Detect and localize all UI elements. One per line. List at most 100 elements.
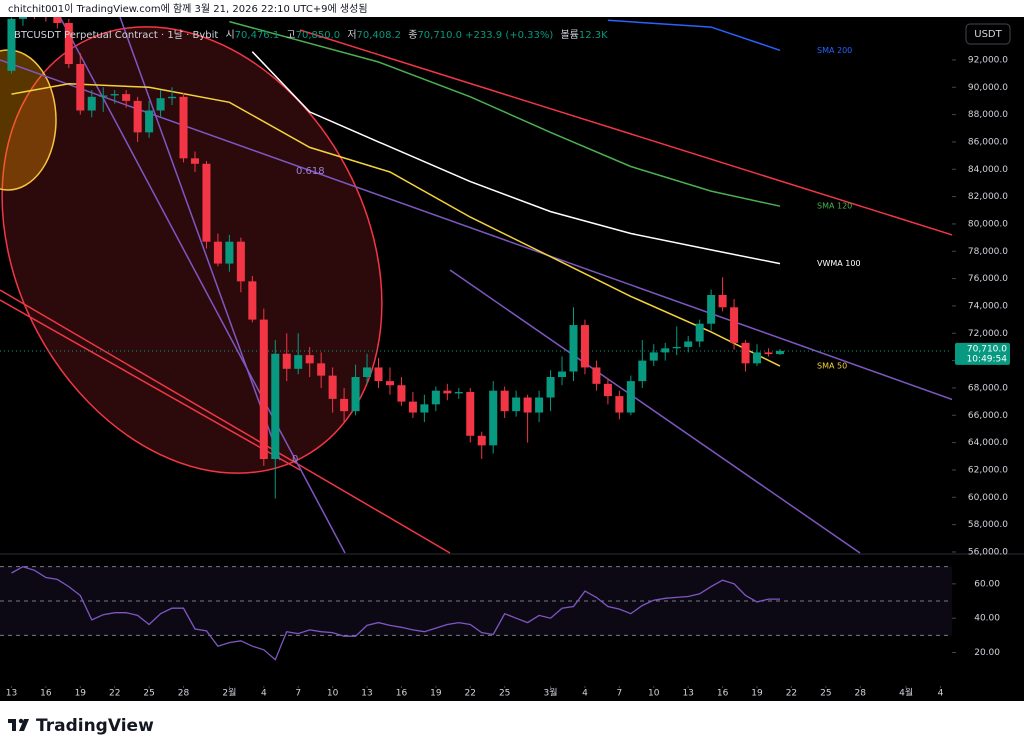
candle-body xyxy=(53,17,62,24)
candle-body xyxy=(672,346,681,349)
candle-body xyxy=(684,341,693,347)
ma-label: SMA 50 xyxy=(817,362,847,371)
candle-body xyxy=(431,390,440,405)
caption: chitchit001이 TradingView.com에 함께 3월 21, … xyxy=(8,3,368,15)
countdown: 10:49:54 xyxy=(967,354,1008,364)
x-tick-label: 19 xyxy=(430,689,442,699)
candle-body xyxy=(385,381,394,386)
candle-body xyxy=(328,375,337,399)
candle-body xyxy=(363,367,372,378)
y-tick-label: 40.00 xyxy=(974,614,1000,624)
candle-body xyxy=(535,397,544,413)
candle-body xyxy=(626,381,635,413)
y-tick-label: 74,000.0 xyxy=(968,301,1008,311)
ohlc-value: 70,476.1 xyxy=(234,30,280,41)
y-tick-label: 60.00 xyxy=(974,579,1000,589)
ohlc-key: 저 xyxy=(347,30,357,41)
candle-body xyxy=(569,325,578,372)
candle-body xyxy=(236,241,245,282)
ohlc-value: 70,850.0 xyxy=(295,30,341,41)
candle-body xyxy=(133,100,142,133)
candle-body xyxy=(317,363,326,376)
candle-body xyxy=(775,350,784,355)
candle-body xyxy=(466,392,475,436)
candle-body xyxy=(145,110,154,133)
candle-body xyxy=(638,360,647,382)
y-tick-label: 88,000.0 xyxy=(968,110,1008,120)
axes: 56,000.0 58,000.0 60,000.0 62,000.0 64,000.0… xyxy=(6,55,1010,699)
y-tick-label: 58,000.0 xyxy=(968,520,1008,530)
y-tick-label: 62,000.0 xyxy=(968,465,1008,475)
candle-body xyxy=(500,390,509,412)
x-tick-label: 25 xyxy=(143,689,154,699)
trend-line xyxy=(0,299,301,471)
candle-body xyxy=(603,383,612,397)
candle-body xyxy=(580,325,589,368)
candle-body xyxy=(87,96,96,111)
candle-body xyxy=(397,385,406,402)
candle-body xyxy=(305,355,314,364)
candle-body xyxy=(156,98,165,111)
x-tick-label: 16 xyxy=(40,689,52,699)
currency-button[interactable] xyxy=(965,23,1011,45)
x-tick-label: 4 xyxy=(582,689,588,699)
logo-part xyxy=(12,719,16,731)
candle-body xyxy=(18,17,27,19)
candle-body xyxy=(259,319,268,460)
x-tick-label: 16 xyxy=(396,689,408,699)
candle-body xyxy=(558,371,567,378)
candle-body xyxy=(649,352,658,361)
candle-body xyxy=(512,397,521,412)
candle-body xyxy=(225,241,234,264)
ohlc-key: 고 xyxy=(286,30,296,41)
y-tick-label: 82,000.0 xyxy=(968,192,1008,202)
x-tick-label: 16 xyxy=(717,689,729,699)
price-pane: SMA 50 VWMA 100 SMA 120 SMA 200 xyxy=(7,17,861,499)
candle-body xyxy=(489,390,498,446)
candle-body xyxy=(718,294,727,308)
x-tick-label: 4월 xyxy=(899,687,913,699)
x-tick-label: 19 xyxy=(75,689,87,699)
y-tick-label: 78,000.0 xyxy=(968,247,1008,257)
candle-body xyxy=(76,64,85,111)
currency-label: USDT xyxy=(974,29,1002,40)
trend-line xyxy=(449,269,861,554)
candle-body xyxy=(110,94,119,96)
candle-body xyxy=(730,307,739,343)
candle-body xyxy=(741,342,750,364)
candle-body xyxy=(351,377,360,412)
candle-body xyxy=(99,95,108,97)
x-tick-label: 4 xyxy=(938,689,944,699)
x-tick-label: 10 xyxy=(648,689,660,699)
price-tag xyxy=(955,342,1010,365)
y-tick-label: 84,000.0 xyxy=(968,165,1008,175)
x-tick-label: 10 xyxy=(327,689,339,699)
x-tick-label: 22 xyxy=(109,689,120,699)
y-tick-label: 20.00 xyxy=(974,648,1000,658)
trend-line xyxy=(299,29,952,236)
candle-body xyxy=(523,397,532,413)
ohlc-value: 70,408.2 xyxy=(356,30,402,41)
y-tick-label: 92,000.0 xyxy=(968,55,1008,65)
candle-body xyxy=(190,158,200,164)
ma-label: SMA 120 xyxy=(817,202,852,211)
y-tick-label: 60,000.0 xyxy=(968,493,1008,503)
rsi-line xyxy=(11,565,780,661)
legend: BTCUSDT Perpetual Contract · 1날 · Bybit … xyxy=(14,26,608,41)
y-tick-label: 66,000.0 xyxy=(968,411,1008,421)
x-tick-label: 4 xyxy=(261,689,267,699)
candle-body xyxy=(7,18,16,71)
moving-average xyxy=(229,20,781,207)
candle-body xyxy=(615,396,624,413)
trend-line xyxy=(0,289,451,554)
x-tick-label: 22 xyxy=(786,689,797,699)
candle-body xyxy=(454,392,463,394)
x-tick-label: 25 xyxy=(820,689,831,699)
x-tick-label: 7 xyxy=(295,689,301,699)
price-tag-label: 70,710.0 xyxy=(967,344,1007,354)
candle-body xyxy=(477,435,486,446)
logo-part xyxy=(18,718,24,724)
x-tick-label: 22 xyxy=(465,689,476,699)
logo-icon xyxy=(8,718,29,731)
moving-average xyxy=(607,19,781,52)
